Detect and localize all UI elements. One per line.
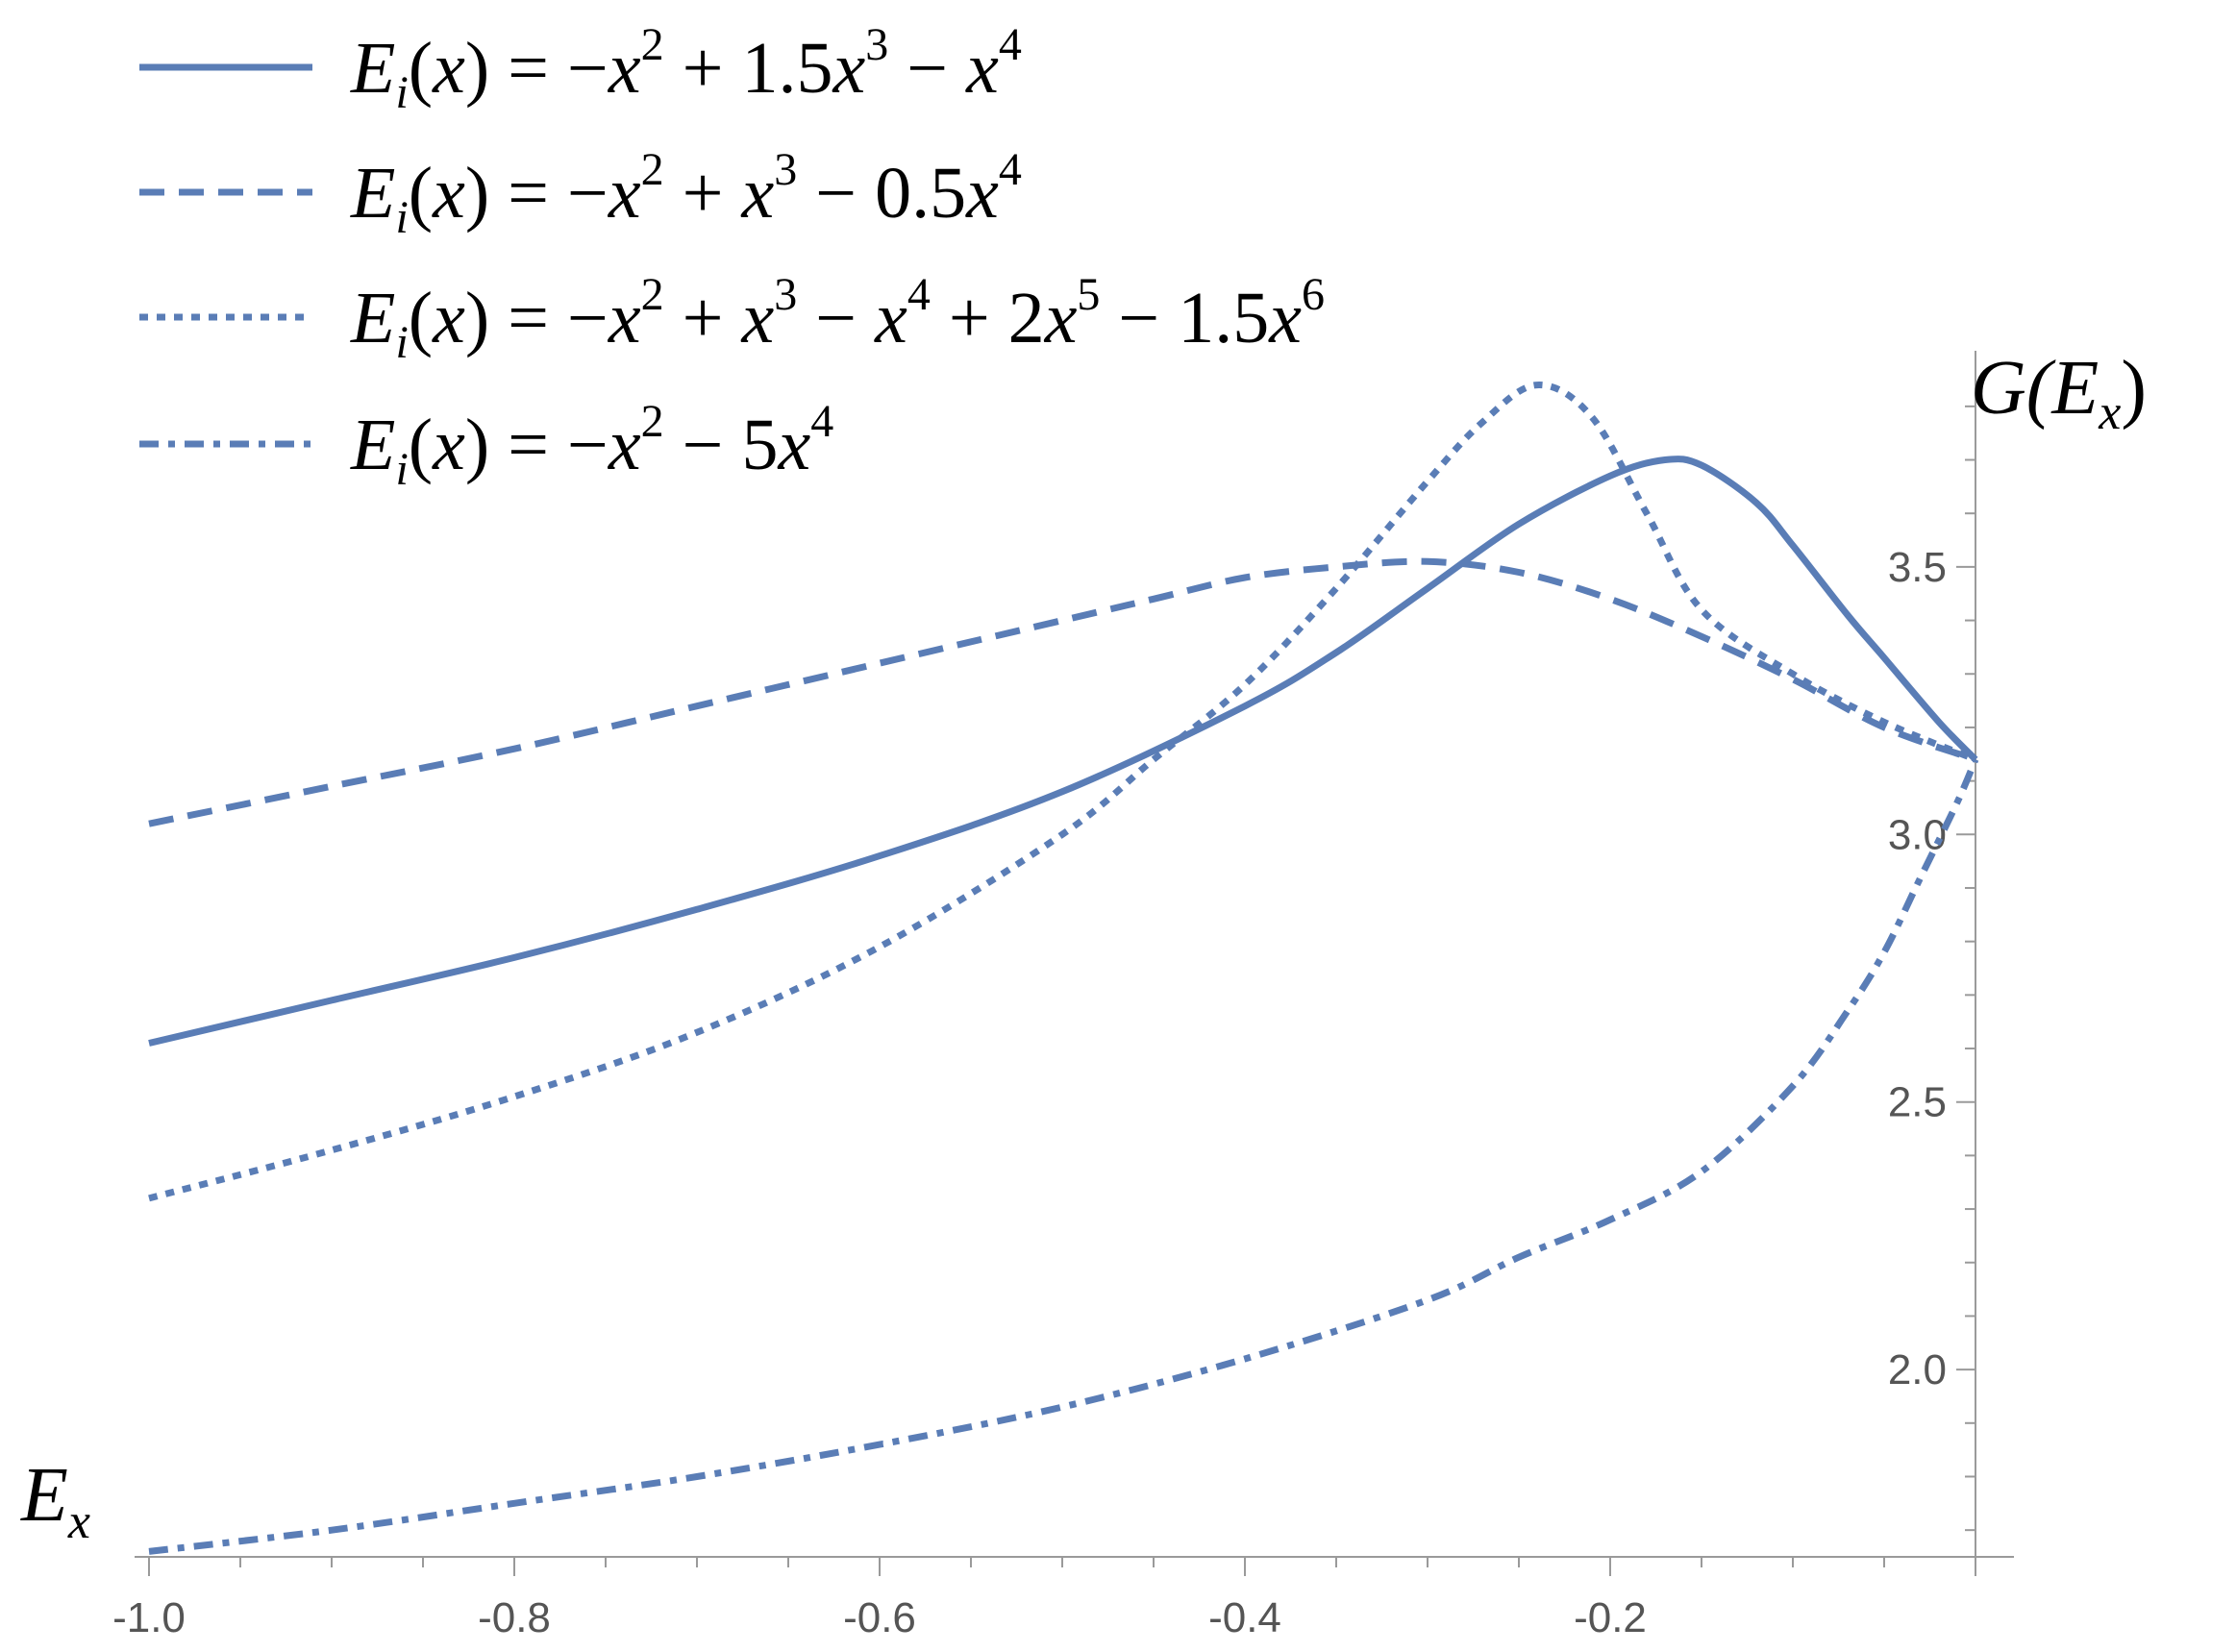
legend-label-part: − [797, 278, 875, 358]
legend-label-part: x [432, 278, 465, 358]
legend-label-part: x [608, 153, 641, 234]
legend-label-part: + 1.5 [664, 28, 833, 109]
legend-label-part: E [350, 278, 395, 358]
legend-label-part: 2 [641, 269, 664, 320]
legend-label-part: 4 [810, 396, 833, 447]
legend-label-part: x [1268, 278, 1302, 358]
legend-label-part: i [395, 67, 408, 118]
legend-label-part: ) = − [465, 153, 609, 234]
axes: -1.0 -0.8 -0.6 -0.4 -0.2 2.0 2.5 3.0 3.5 [112, 351, 2014, 1641]
y-axis-title-part: x [2098, 385, 2121, 440]
legend-label-part: ) = − [465, 278, 609, 358]
y-axis-title-part: ) [2121, 346, 2147, 431]
legend-label-part: − 0.5 [797, 153, 966, 234]
legend-label-part: x [777, 405, 810, 485]
legend-label-part: x [832, 28, 865, 109]
x-tick-label: -0.2 [1574, 1594, 1647, 1641]
legend-label-part: i [395, 317, 408, 368]
legend-label-part: x [1044, 278, 1078, 358]
legend-label-part: − 5 [664, 405, 779, 485]
legend-label-part: ( [409, 405, 433, 485]
x-tick-label: -1.0 [112, 1594, 186, 1641]
legend-label-part: − [888, 28, 966, 109]
series-line-dashed [148, 557, 1977, 827]
legend-label-part: 3 [865, 19, 888, 70]
y-tick-label: 3.0 [1888, 811, 1947, 858]
legend-label-part: i [395, 192, 408, 243]
legend-label-part: 4 [907, 269, 931, 320]
series-line-dashdot [148, 757, 1979, 1555]
series-line-solid [148, 456, 1978, 1047]
legend-label-part: 4 [999, 144, 1022, 195]
legend-label-part: x [965, 153, 999, 234]
legend-label-part: x [432, 405, 465, 485]
series-group [148, 382, 1979, 1555]
x-tick-label: -0.8 [478, 1594, 551, 1641]
legend-label-part: x [965, 28, 999, 109]
legend-label-part: x [874, 278, 907, 358]
legend-label-part: x [608, 28, 641, 109]
legend-label-part: x [608, 278, 641, 358]
legend-label-part: + [664, 278, 742, 358]
legend-entry-label: Ei(x) = −x2 + x3 − x4 + 2x5 − 1.5x6 [350, 269, 1325, 368]
y-tick-label: 2.0 [1888, 1346, 1947, 1393]
legend-label-part: x [740, 153, 774, 234]
legend-label-part: x [608, 405, 641, 485]
legend-label-part: 4 [999, 19, 1022, 70]
legend-label-part: x [432, 153, 465, 234]
x-axis-title: Ex [20, 1453, 90, 1549]
legend-label-part: 6 [1302, 269, 1325, 320]
legend-label-part: 2 [641, 19, 664, 70]
y-tick-label: 3.5 [1888, 544, 1947, 591]
legend-label-part: ( [409, 278, 433, 358]
legend-label-part: + [664, 153, 742, 234]
legend-label-part: E [350, 153, 395, 234]
legend-label-part: ( [409, 153, 433, 234]
legend-entry-label: Ei(x) = −x2 + x3 − 0.5x4 [350, 144, 1022, 243]
x-axis-title-part: x [67, 1494, 90, 1549]
legend-label-part: ) = − [465, 28, 609, 109]
legend-label-part: 5 [1077, 269, 1100, 320]
legend-entry-label: Ei(x) = −x2 − 5x4 [350, 396, 833, 495]
x-tick-label: -0.6 [843, 1594, 916, 1641]
legend-label-part: 3 [774, 269, 797, 320]
legend-label-part: + 2 [931, 278, 1045, 358]
y-axis-title: G(Ex) [1971, 346, 2147, 440]
legend-label-part: x [432, 28, 465, 109]
legend-label-part: 2 [641, 396, 664, 447]
legend-label-part: − 1.5 [1100, 278, 1269, 358]
legend-label-part: x [740, 278, 774, 358]
axis-titles: G(Ex)Ex [20, 346, 2147, 1549]
legend-label-part: i [395, 444, 408, 495]
legend-entry-label: Ei(x) = −x2 + 1.5x3 − x4 [350, 19, 1022, 118]
legend-label-part: E [350, 405, 395, 485]
y-tick-label: 2.5 [1888, 1079, 1947, 1126]
legend-label-part: ) = − [465, 405, 609, 485]
x-tick-label: -0.4 [1208, 1594, 1281, 1641]
legend-label-part: 3 [774, 144, 797, 195]
x-axis-title-part: E [20, 1453, 68, 1538]
y-axis-title-part: E [2050, 346, 2099, 431]
legend-label-part: 2 [641, 144, 664, 195]
legend-label-part: E [350, 28, 395, 109]
legend-label-part: ( [409, 28, 433, 109]
y-axis-title-part: G( [1971, 346, 2056, 431]
